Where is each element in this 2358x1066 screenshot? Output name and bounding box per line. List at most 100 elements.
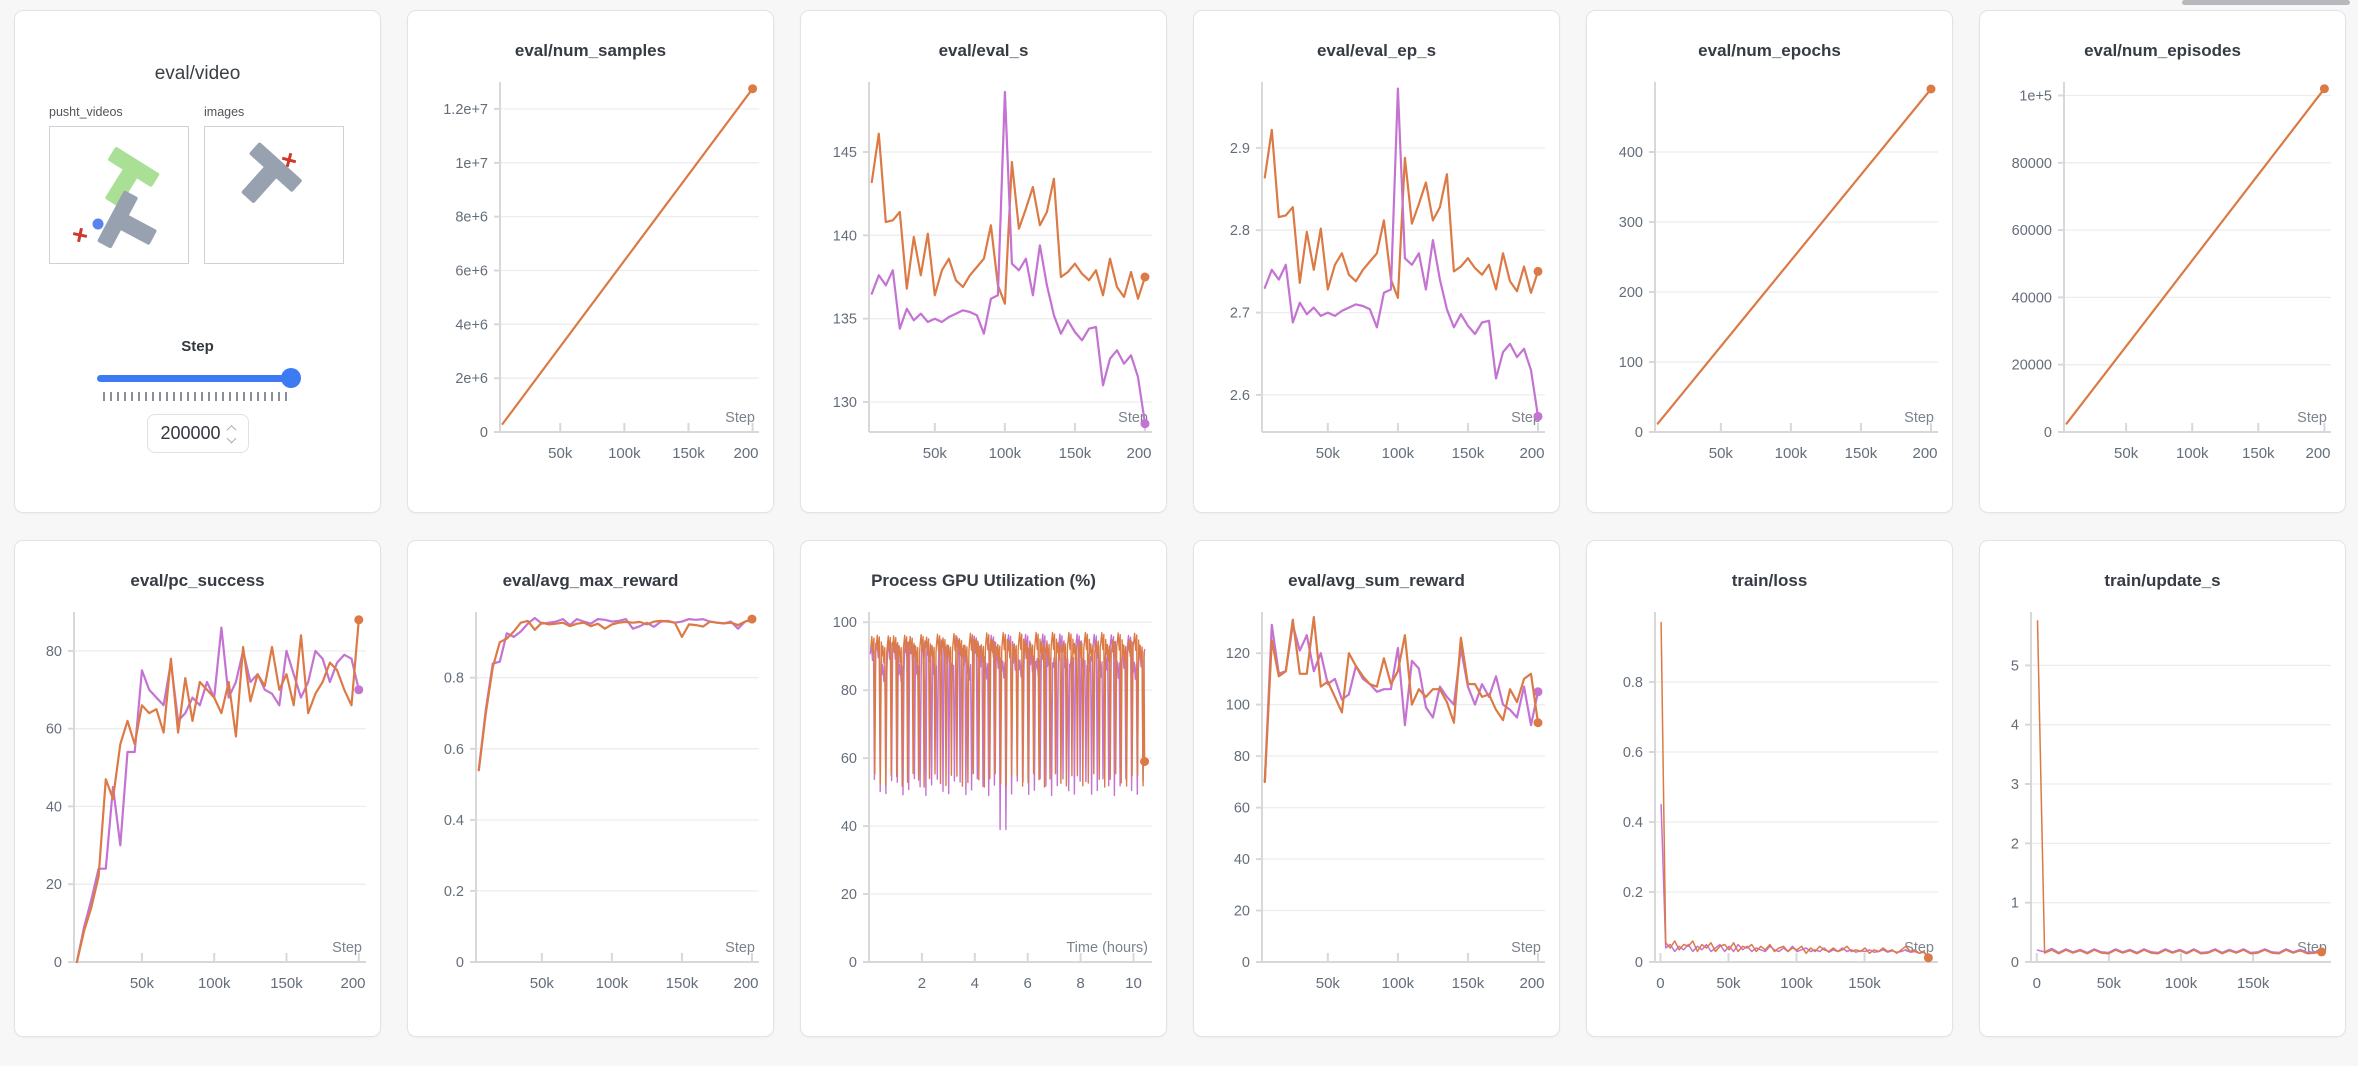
- step-input-value[interactable]: 200000: [160, 423, 221, 443]
- chart-canvas-pc-success[interactable]: 0 20 40 60 80 50k 100k 150k 200 Step: [15, 602, 380, 1022]
- svg-text:20: 20: [841, 887, 857, 903]
- chart-title-num-episodes: eval/num_episodes: [2084, 41, 2241, 60]
- images-thumbnail[interactable]: [204, 126, 344, 264]
- svg-text:200: 200: [733, 975, 758, 992]
- svg-text:200: 200: [1619, 285, 1643, 301]
- svg-text:0.4: 0.4: [1623, 815, 1643, 831]
- svg-text:130: 130: [833, 395, 857, 411]
- horizontal-scrollbar-thumb[interactable]: [2182, 0, 2350, 5]
- chart-title-avg-max-reward: eval/avg_max_reward: [502, 571, 679, 590]
- svg-text:150k: 150k: [1848, 975, 1881, 992]
- panel-num-episodes: eval/num_episodes 0 20000 40000 60000 80000 1e…: [1979, 10, 2346, 513]
- svg-text:2.8: 2.8: [1230, 223, 1250, 239]
- svg-text:50k: 50k: [1716, 975, 1741, 992]
- series-end-dot-run-orange: [1926, 84, 1936, 94]
- series-run-orange: [870, 132, 1147, 305]
- svg-text:50k: 50k: [130, 975, 155, 992]
- step-slider[interactable]: [97, 368, 301, 388]
- chart-title-pc-success: eval/pc_success: [130, 571, 265, 590]
- svg-text:135: 135: [833, 312, 857, 328]
- pusht-scene-image: [72, 147, 160, 249]
- svg-text:0.4: 0.4: [444, 813, 464, 829]
- chart-title-train-update-s: train/update_s: [2104, 571, 2221, 590]
- svg-text:0: 0: [1635, 425, 1643, 441]
- svg-text:Step: Step: [725, 410, 755, 426]
- series-end-dot-run-purple: [1533, 411, 1543, 421]
- step-input-spinner[interactable]: [226, 424, 236, 444]
- svg-text:100k: 100k: [608, 445, 641, 462]
- svg-text:100: 100: [833, 615, 857, 631]
- svg-text:300: 300: [1619, 215, 1643, 231]
- chart-canvas-avg-max-reward[interactable]: 0 0.2 0.4 0.6 0.8 50k 100k 150k 200 Step: [408, 602, 773, 1022]
- svg-text:2: 2: [2011, 836, 2019, 852]
- series-run-purple: [477, 616, 754, 772]
- svg-text:150k: 150k: [666, 975, 699, 992]
- pusht-video-thumbnail[interactable]: [49, 126, 189, 264]
- svg-text:100k: 100k: [1780, 975, 1813, 992]
- svg-text:150k: 150k: [1845, 445, 1878, 462]
- svg-text:1e+7: 1e+7: [455, 156, 488, 172]
- svg-text:200: 200: [1519, 445, 1544, 462]
- svg-text:0: 0: [2011, 955, 2019, 971]
- svg-text:0: 0: [480, 425, 488, 441]
- svg-text:10: 10: [1125, 975, 1142, 992]
- agent-dot: [92, 218, 104, 230]
- svg-text:0: 0: [456, 955, 464, 971]
- target-cross: [72, 227, 88, 243]
- svg-text:2.7: 2.7: [1230, 306, 1250, 322]
- series-end-dot-run-orange: [2317, 947, 2327, 957]
- svg-text:100k: 100k: [198, 975, 231, 992]
- panel-train-loss: train/loss 0 0.2 0.4 0.6 0.8 0 50k 100k 150k Step: [1586, 540, 1953, 1037]
- svg-text:150k: 150k: [2242, 445, 2275, 462]
- series-end-dot-run-purple: [1140, 419, 1150, 429]
- svg-text:50k: 50k: [1709, 445, 1734, 462]
- svg-text:60000: 60000: [2012, 223, 2052, 239]
- svg-text:60: 60: [1234, 801, 1250, 817]
- svg-text:50k: 50k: [923, 445, 948, 462]
- svg-text:0.8: 0.8: [444, 671, 464, 687]
- series-run-orange: [870, 631, 1146, 788]
- panel-num-samples: eval/num_samples 0 2e+6 4e+6 6e+6 8e+6 1e+7 1.2…: [407, 10, 774, 513]
- chart-canvas-eval-ep-s[interactable]: 2.6 2.7 2.8 2.9 50k 100k 150k 200 Step: [1194, 72, 1559, 492]
- step-slider-thumb[interactable]: [281, 368, 301, 388]
- series-run-orange: [1263, 616, 1540, 783]
- chart-title-num-epochs: eval/num_epochs: [1698, 41, 1841, 60]
- step-input[interactable]: 200000: [146, 414, 249, 453]
- svg-text:Step: Step: [1511, 940, 1541, 956]
- images-scene-image: [241, 142, 302, 203]
- chart-canvas-avg-sum-reward[interactable]: 0 20 40 60 80 100 120 50k 100k 150k 200 Step: [1194, 602, 1559, 1022]
- svg-text:4: 4: [2011, 718, 2019, 734]
- chart-canvas-gpu-utilization[interactable]: 0 20 40 60 80 100 2 4 6 8 10 Time (hours): [801, 602, 1166, 1022]
- svg-text:4e+6: 4e+6: [455, 317, 488, 333]
- svg-text:200: 200: [1912, 445, 1937, 462]
- svg-text:6e+6: 6e+6: [455, 264, 488, 280]
- svg-text:80: 80: [841, 683, 857, 699]
- svg-text:100k: 100k: [2165, 975, 2198, 992]
- chart-canvas-num-samples[interactable]: 0 2e+6 4e+6 6e+6 8e+6 1e+7 1.2e+7 50k 100k 150k 20…: [408, 72, 773, 492]
- svg-text:Step: Step: [1118, 410, 1148, 426]
- step-slider-track[interactable]: [97, 375, 299, 382]
- svg-text:40: 40: [46, 799, 62, 815]
- svg-text:100k: 100k: [596, 975, 629, 992]
- svg-text:200: 200: [340, 975, 365, 992]
- svg-text:3: 3: [2011, 777, 2019, 793]
- chart-title-num-samples: eval/num_samples: [514, 41, 667, 60]
- series-run-purple: [2036, 947, 2323, 954]
- chart-canvas-num-episodes[interactable]: 0 20000 40000 60000 80000 1e+5 50k 100k 150k 200 S…: [1980, 72, 2345, 492]
- svg-text:150k: 150k: [1452, 445, 1485, 462]
- svg-text:20: 20: [1234, 904, 1250, 920]
- series-end-dot-run-orange: [1140, 757, 1150, 766]
- svg-text:60: 60: [841, 751, 857, 767]
- svg-text:0: 0: [2044, 425, 2052, 441]
- svg-text:200: 200: [2305, 445, 2330, 462]
- svg-text:0: 0: [54, 955, 62, 971]
- svg-text:0: 0: [1635, 955, 1643, 971]
- svg-text:150k: 150k: [1059, 445, 1092, 462]
- chart-canvas-eval-s[interactable]: 130 135 140 145 50k 100k 150k 200 Step: [801, 72, 1166, 492]
- spinner-down-icon[interactable]: [226, 433, 236, 444]
- series-end-dot-run-orange: [354, 615, 364, 625]
- chart-canvas-num-epochs[interactable]: 0 100 200 300 400 50k 100k 150k 200 Step: [1587, 72, 1952, 492]
- svg-text:Step: Step: [725, 940, 755, 956]
